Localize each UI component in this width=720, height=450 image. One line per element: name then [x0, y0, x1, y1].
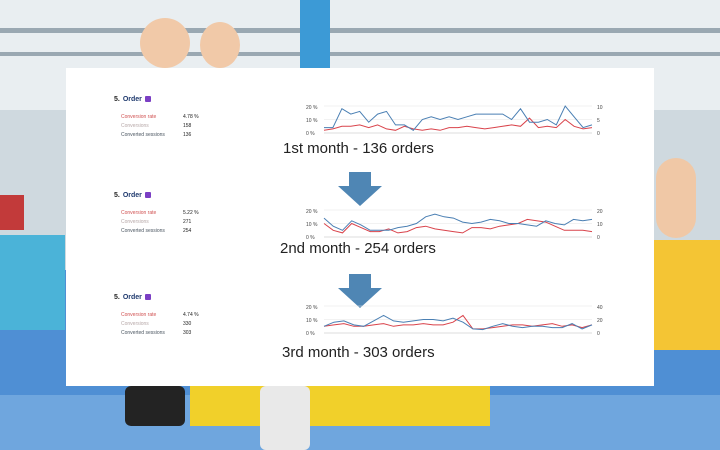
- y-tick-right: 5: [597, 118, 600, 124]
- month-caption: 1st month - 136 orders: [283, 140, 434, 157]
- child-figure: [140, 18, 190, 68]
- line-chart-2: 20 % 10 % 0 % 20 10 0: [306, 204, 606, 244]
- y-tick-left: 20 %: [306, 209, 318, 215]
- child-figure: [260, 386, 310, 450]
- y-tick-left: 0 %: [306, 235, 315, 241]
- y-tick-right: 10: [597, 222, 603, 228]
- month-panel-1: 5. Order Conversion rate 4.78 % Conversion…: [66, 96, 654, 196]
- converted-sessions-row: Converted sessions 136: [121, 132, 192, 138]
- y-tick-left: 0 %: [306, 331, 315, 337]
- converted-sessions-line: [324, 105, 593, 131]
- line-chart-1: 20 % 10 % 0 % 10 5 0: [306, 100, 606, 140]
- conversion-rate-line: [323, 117, 593, 131]
- conversion-rate-line: [323, 314, 593, 330]
- child-figure: [656, 158, 696, 238]
- blue-block: [0, 235, 65, 330]
- conversion-rate-row: Conversion rate 4.78 %: [121, 114, 199, 120]
- y-tick-left: 10 %: [306, 222, 318, 228]
- converted-sessions-row: Converted sessions 254: [121, 228, 192, 234]
- conversion-rate-row: Conversion rate 5.22 %: [121, 210, 199, 216]
- goal-title: 5. Order: [114, 294, 151, 301]
- conversions-row: Conversions 158: [121, 123, 192, 129]
- y-tick-left: 10 %: [306, 118, 318, 124]
- y-tick-right: 20: [597, 318, 603, 324]
- down-arrow-icon: [338, 172, 382, 211]
- month-panel-2: 5. Order Conversion rate 5.22 % Conversion…: [66, 192, 654, 292]
- line-chart-3: 20 % 10 % 0 % 40 20 0: [306, 300, 606, 340]
- converted-sessions-row: Converted sessions 303: [121, 330, 192, 336]
- conversion-rate-line: [323, 218, 593, 234]
- conversions-row: Conversions 330: [121, 321, 192, 327]
- child-figure: [125, 386, 185, 426]
- month-caption: 2nd month - 254 orders: [280, 240, 436, 257]
- y-tick-right: 0: [597, 235, 600, 241]
- month-panel-3: 5. Order Conversion rate 4.74 % Conversion…: [66, 294, 654, 394]
- y-tick-right: 10: [597, 105, 603, 111]
- red-block: [0, 195, 24, 230]
- goal-title: 5. Order: [114, 96, 151, 103]
- goal-badge-icon: [144, 192, 151, 199]
- child-figure: [200, 22, 240, 68]
- y-tick-right: 20: [597, 209, 603, 215]
- ceiling-beam: [0, 28, 720, 33]
- conversions-row: Conversions 271: [121, 219, 192, 225]
- y-tick-right: 0: [597, 331, 600, 337]
- down-arrow-icon: [338, 274, 382, 313]
- converted-sessions-line: [323, 213, 593, 231]
- yellow-block: [654, 240, 720, 350]
- goal-badge-icon: [144, 96, 151, 103]
- yellow-mat: [190, 386, 490, 426]
- y-tick-left: 20 %: [306, 105, 318, 111]
- conversion-rate-row: Conversion rate 4.74 %: [121, 312, 199, 318]
- analytics-card: 5. Order Conversion rate 4.78 % Conversion…: [66, 68, 654, 386]
- y-tick-right: 40: [597, 305, 603, 311]
- goal-title: 5. Order: [114, 192, 151, 199]
- converted-sessions-line: [323, 314, 593, 331]
- y-tick-left: 10 %: [306, 318, 318, 324]
- y-tick-left: 0 %: [306, 131, 315, 137]
- y-tick-left: 20 %: [306, 305, 318, 311]
- ceiling-beam: [0, 52, 720, 56]
- y-tick-right: 0: [597, 131, 600, 137]
- month-caption: 3rd month - 303 orders: [282, 344, 435, 361]
- goal-badge-icon: [144, 294, 151, 301]
